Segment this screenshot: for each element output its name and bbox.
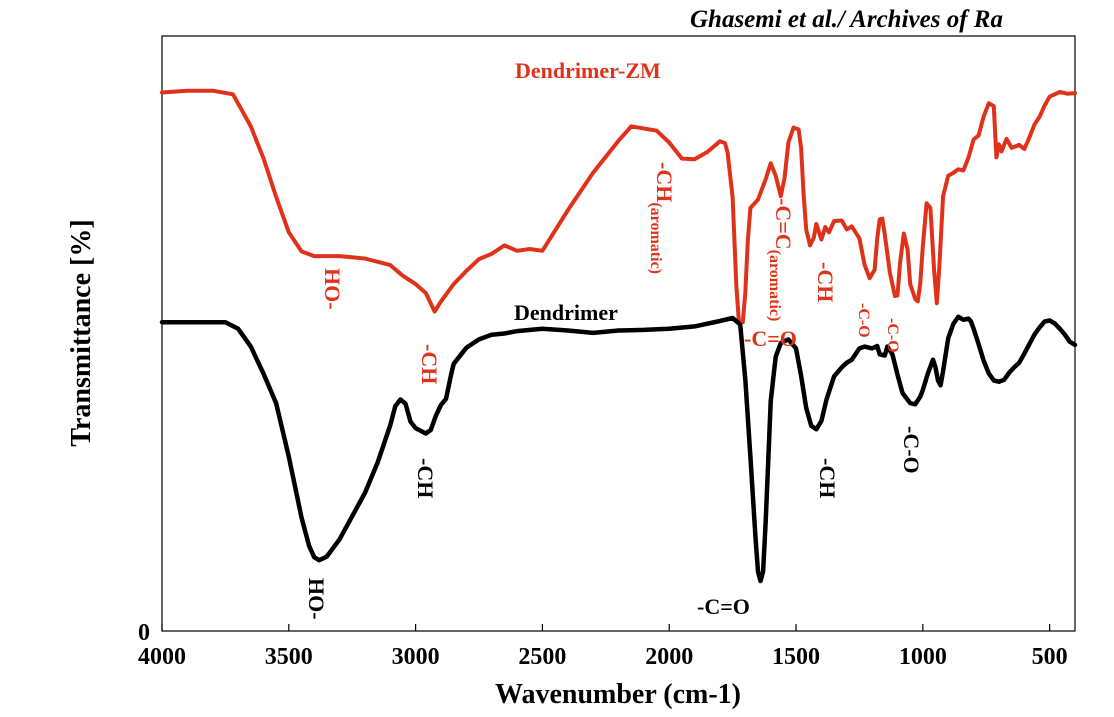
plot-frame [161, 35, 1076, 632]
peak-label-zm-c-o-2: -C-O [884, 318, 901, 353]
peak-label-d-ch: -CH [413, 458, 438, 498]
series-line-dendrimer-zm [160, 88, 1077, 325]
y-tick-label-0: 0 [138, 620, 150, 646]
running-head: Ghasemi et al./ Archives of Ra [690, 6, 1003, 33]
x-tick-label: 2500 [518, 644, 566, 670]
x-tick-label: 3500 [265, 644, 313, 670]
peak-label-d-ch-2: -CH [815, 458, 840, 498]
series-label-dendrimer-zm: Dendrimer-ZM [515, 58, 661, 83]
x-axis-ticks: 4000 3500 3000 2500 2000 1500 1000 500 [138, 624, 1068, 670]
x-axis-title: Wavenumber (cm-1) [495, 679, 741, 710]
peak-label-zm-co: -C=O [744, 326, 797, 351]
peak-label-d-c-o: -C-O [899, 426, 924, 474]
peak-label-zm-ch-aromatic: -CH(aromatic) [647, 162, 677, 274]
peak-label-d-oh: HO- [304, 578, 329, 620]
peak-label-zm-ch-2: -CH [813, 262, 838, 302]
peak-label-d-co: -C=O [697, 594, 750, 619]
peak-label-zm-cc-aromatic: -C=C(aromatic) [766, 198, 796, 321]
x-tick-label: 2000 [645, 644, 693, 670]
x-tick-label: 500 [1032, 644, 1068, 670]
series-line-dendrimer [159, 314, 1078, 584]
x-tick-label: 1000 [899, 644, 947, 670]
x-tick-label: 3000 [392, 644, 440, 670]
peak-label-zm-ch: -CH [417, 344, 442, 384]
peak-label-zm-c-o-1: -C-O [855, 303, 872, 338]
x-tick-label: 1500 [772, 644, 820, 670]
series-label-dendrimer: Dendrimer [514, 300, 618, 325]
peak-label-zm-oh: HO- [320, 268, 345, 310]
y-axis-title: Transmittance [%] [66, 219, 97, 446]
x-tick-label: 4000 [138, 644, 186, 670]
